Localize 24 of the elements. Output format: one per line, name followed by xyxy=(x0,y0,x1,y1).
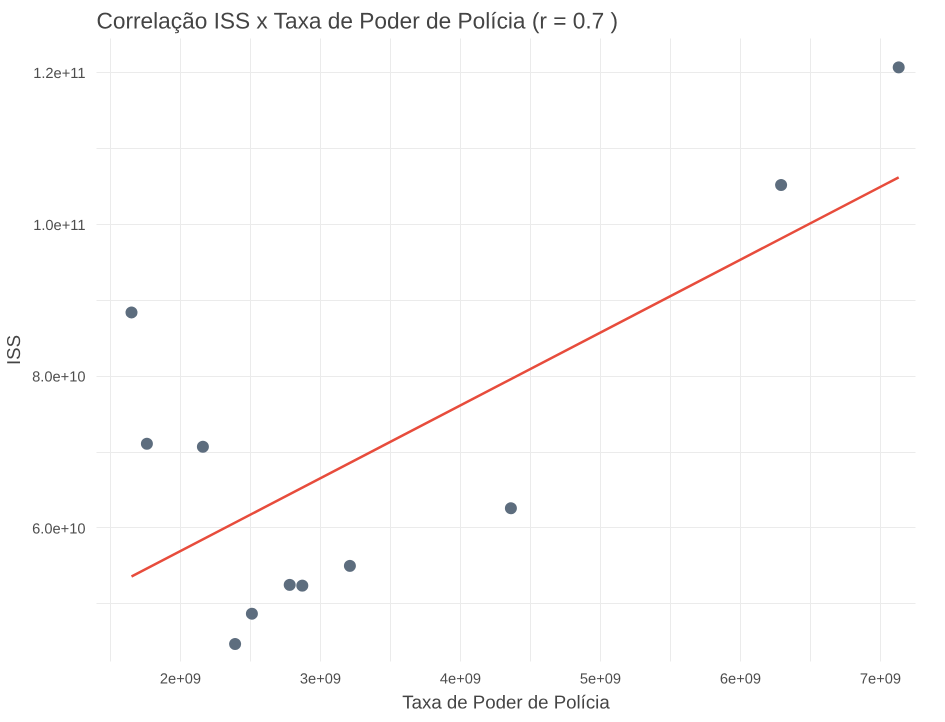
point xyxy=(504,502,517,514)
x-axis-title: Taxa de Poder de Polícia xyxy=(402,692,610,712)
point xyxy=(246,608,258,620)
point xyxy=(344,560,356,572)
point xyxy=(126,306,138,318)
y-axis-title: ISS xyxy=(3,334,24,366)
point xyxy=(196,440,209,453)
x-tick-label: 6e+09 xyxy=(720,672,762,688)
x-tick-label: 7e+09 xyxy=(860,672,902,688)
x-tick-label: 4e+09 xyxy=(440,672,482,688)
chart-title: Correlação ISS x Taxa de Poder de Polícia (r = 0.7 ) xyxy=(96,8,618,34)
point xyxy=(296,580,308,592)
y-tick-label: 8.0e+10 xyxy=(32,370,86,386)
x-tick-label: 5e+09 xyxy=(580,672,622,688)
point xyxy=(775,178,788,191)
point xyxy=(284,578,296,591)
y-tick-label: 1.0e+11 xyxy=(33,218,86,234)
x-tick-label: 3e+09 xyxy=(300,672,342,688)
y-tick-label: 1.2e+11 xyxy=(33,66,86,82)
point xyxy=(229,638,242,650)
x-tick-label: 2e+09 xyxy=(160,672,202,688)
y-tick-label: 6.0e+10 xyxy=(32,521,86,538)
point xyxy=(140,438,153,450)
point xyxy=(892,61,905,74)
